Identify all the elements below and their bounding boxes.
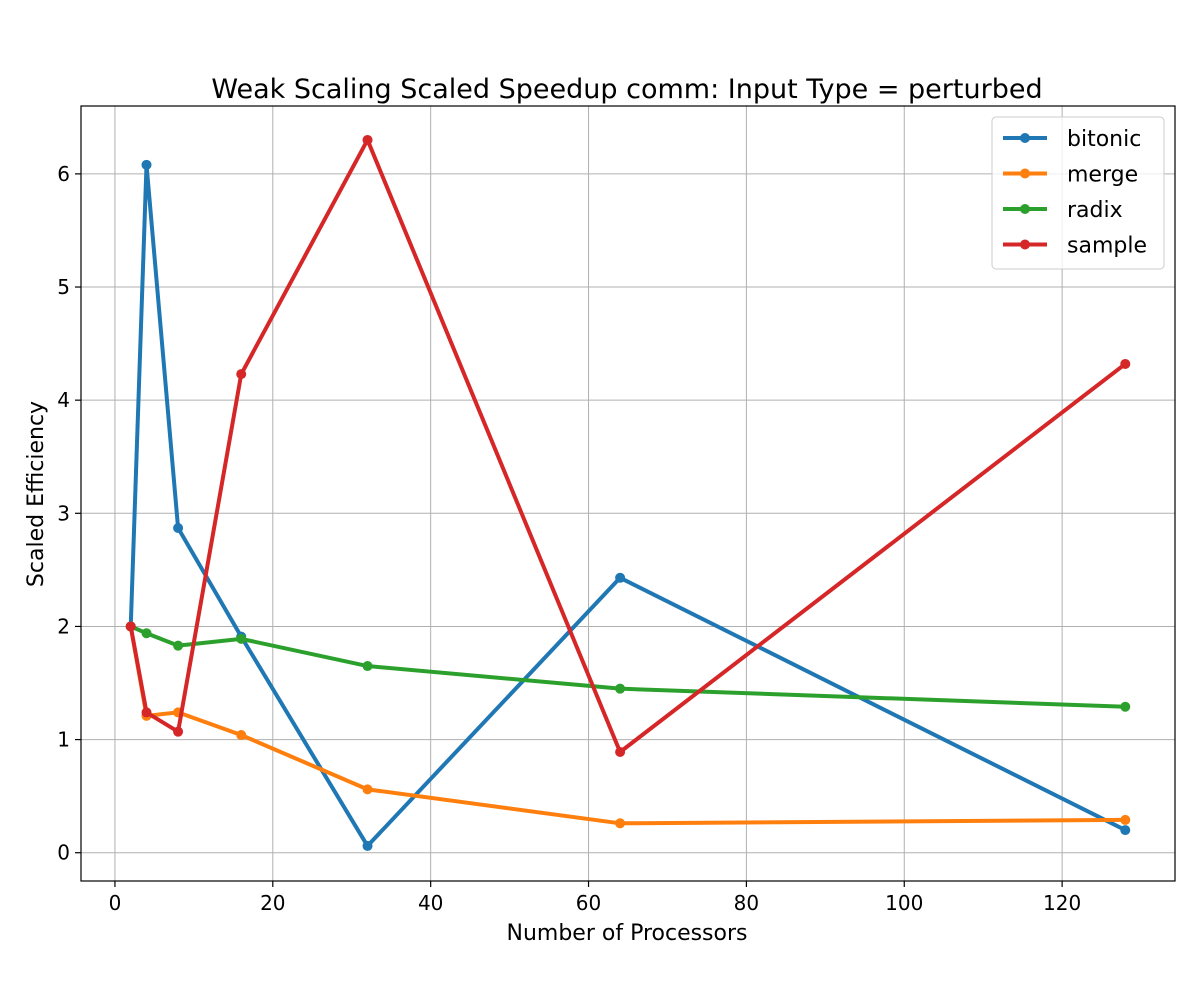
x-tick-label: 40: [418, 891, 443, 915]
series-group: [125, 134, 1131, 851]
legend-label: sample: [1067, 234, 1147, 259]
y-tick-label: 3: [57, 501, 70, 525]
y-axis-label: Scaled Efficiency: [24, 401, 49, 587]
data-point-sample: [173, 726, 184, 737]
legend: bitonic merge radix sample: [991, 116, 1165, 270]
y-tick-label: 4: [57, 388, 70, 412]
x-tick-label: 60: [576, 891, 601, 915]
x-axis-label: Number of Processors: [507, 921, 748, 946]
data-point-radix: [173, 640, 184, 651]
y-tick-label: 2: [57, 614, 70, 638]
data-point-sample: [1120, 358, 1131, 369]
series-line-sample: [128, 137, 1127, 755]
data-point-radix: [1120, 701, 1131, 712]
series-sample: [125, 134, 1131, 758]
legend-item-merge: merge: [1003, 163, 1138, 188]
legend-item-bitonic: bitonic: [1003, 127, 1141, 152]
x-tick-label: 100: [885, 891, 923, 915]
data-point-bitonic: [362, 840, 373, 851]
legend-frame: [991, 116, 1165, 270]
data-point-merge: [362, 784, 373, 795]
data-point-merge: [1120, 814, 1131, 825]
x-tick-label: 0: [109, 891, 122, 915]
x-tick-label: 80: [734, 891, 759, 915]
x-tick-label: 120: [1043, 891, 1081, 915]
data-point-radix: [362, 661, 373, 672]
plot-area-frame: [80, 105, 1176, 882]
legend-label: merge: [1067, 163, 1138, 188]
legend-swatch-marker: [1020, 133, 1030, 143]
y-tick-label: 5: [57, 275, 70, 299]
data-point-radix: [141, 628, 152, 639]
data-point-bitonic: [615, 572, 626, 583]
legend-swatch-marker: [1020, 168, 1030, 179]
legend-label: radix: [1067, 198, 1123, 223]
chart-title: Weak Scaling Scaled Speedup comm: Input …: [211, 74, 1042, 105]
y-axis: 0 1 2 3 4 5 6: [57, 162, 81, 865]
y-tick-label: 6: [57, 162, 70, 186]
data-point-sample: [615, 747, 626, 758]
data-point-bitonic: [173, 523, 184, 534]
data-point-sample: [362, 134, 373, 145]
legend-label: bitonic: [1067, 127, 1141, 152]
legend-item-radix: radix: [1003, 198, 1123, 223]
series-line-merge: [128, 626, 1126, 826]
legend-swatch-marker: [1020, 239, 1030, 250]
data-point-radix: [615, 683, 626, 694]
legend-item-sample: sample: [1003, 234, 1147, 259]
x-tick-label: 20: [260, 891, 285, 915]
data-point-merge: [236, 730, 247, 741]
series-merge: [125, 621, 1131, 829]
data-point-sample: [236, 369, 247, 380]
x-axis: 0 20 40 60 80 100 120: [109, 881, 1081, 915]
data-point-bitonic: [1120, 825, 1131, 836]
y-tick-label: 0: [57, 841, 70, 865]
data-point-radix: [236, 633, 247, 644]
data-point-bitonic: [141, 159, 152, 170]
y-tick-label: 1: [57, 728, 70, 752]
data-point-sample: [125, 621, 136, 632]
data-point-sample: [141, 707, 152, 718]
legend-swatch-marker: [1020, 204, 1030, 214]
data-point-merge: [615, 818, 626, 829]
series-line-radix: [129, 624, 1126, 709]
